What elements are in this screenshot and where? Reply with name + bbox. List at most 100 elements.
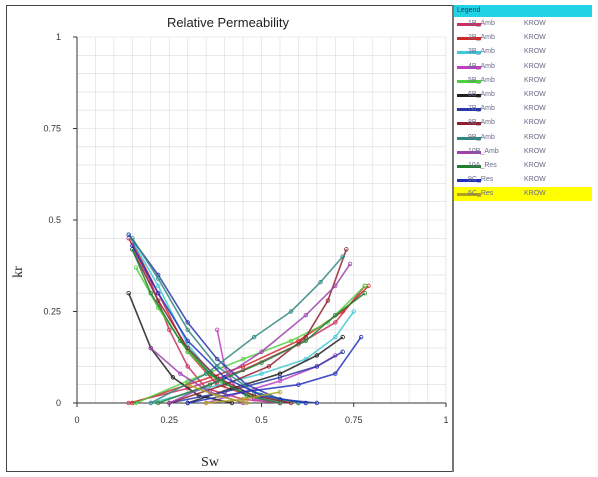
data-point [314,400,320,406]
legend-item[interactable]: 9C_Res KROW [454,173,592,187]
data-point [170,375,176,380]
series-line-9C_Res-krow [131,245,306,404]
data-point [148,400,153,406]
data-point [207,382,213,387]
x-tick-label: 0.75 [345,415,363,425]
series-line-10A_Res-krw [157,292,366,404]
data-point [207,371,213,376]
x-tick-label: 0.5 [255,415,268,425]
data-point [259,371,264,376]
legend-item[interactable]: 10B_Amb KROW [454,145,592,159]
data-point [133,400,139,406]
legend-label: 2B_Amb [468,34,495,42]
data-point [244,393,249,398]
data-point [178,371,183,376]
data-point [351,309,356,314]
data-point [130,243,135,248]
data-point [155,283,161,289]
data-point [277,389,283,395]
legend-suffix: KROW [524,190,546,198]
data-point [222,389,227,395]
legend-item[interactable]: 7B_Amb KROW [454,102,592,116]
legend-list: 1B_Amb KROW 2B_Amb KROW 3B_Amb KROW 4B_Amb KROW… [454,17,592,202]
legend-label: 3B_Amb [468,48,495,56]
legend-item[interactable]: 2B_Amb KROW [454,31,592,45]
legend-swatch [457,65,481,69]
legend-item[interactable]: 1B_Amb KROW [454,17,592,31]
data-point [303,312,308,318]
series-line-6C_Res-krw [206,391,281,404]
data-point [240,389,246,395]
legend-label: 5B_Amb [468,76,495,84]
legend-suffix: KROW [524,147,546,155]
data-point [215,356,220,362]
series-line-8B_Amb-krw [169,249,348,404]
data-point [185,338,190,343]
legend-swatch [457,150,481,154]
legend-suffix: KROW [524,161,546,169]
data-point [148,345,153,351]
x-tick-label: 1 [443,415,448,425]
legend-suffix: KROW [524,20,546,27]
data-point [155,276,161,281]
data-point [333,312,338,318]
legend-header: Legend [454,5,592,17]
data-point [222,375,227,380]
legend-item[interactable]: 3B_Amb KROW [454,45,592,59]
legend-item[interactable]: 10A_Res KROW [454,159,592,173]
legend-item[interactable]: 5B_Amb KROW [454,74,592,88]
chart-title: Relative Permeability [167,15,290,30]
legend-suffix: KROW [524,119,546,127]
data-point [362,283,368,289]
data-point [277,400,283,406]
data-point [185,382,190,387]
legend-item[interactable]: 6C_Res KROW [454,187,592,202]
legend-label: 7B_Amb [468,105,495,113]
legend-label: 8B_Amb [468,119,495,127]
data-point [251,334,257,340]
data-point [296,382,301,387]
data-point [215,393,220,398]
data-point [215,327,220,332]
legend-item[interactable]: 8B_Amb KROW [454,116,592,130]
data-point [185,320,190,325]
data-point [362,291,368,296]
legend-suffix: KROW [524,90,546,98]
legend-label: 1B_Amb [468,20,495,27]
series-line-9C_Res-krw [187,336,362,404]
data-point [314,364,320,369]
data-point [148,291,153,296]
legend-suffix: KROW [524,76,546,84]
data-point [167,327,172,332]
legend-suffix: KROW [524,62,546,70]
data-point [155,298,161,303]
data-point [333,334,338,340]
data-point [318,280,323,285]
data-point [288,309,294,314]
legend-label: 9C_Res [468,176,494,184]
legend-item[interactable]: 6B_Amb KROW [454,88,592,102]
y-tick-label: 0 [56,398,61,408]
chart-plot: 0 0.25 0.5 0.75 1 0 0.25 0.5 0.75 1 Relative Perme… [11,15,449,470]
data-point [244,400,249,406]
data-point [277,375,283,380]
legend-swatch [457,37,481,41]
data-point [340,349,345,354]
data-point [303,400,308,406]
y-tick-label: 0.75 [43,124,61,134]
legend-swatch [457,79,481,83]
legend-label: 10A_Res [468,161,497,169]
legend-item[interactable]: 9B_Amb KROW [454,131,592,145]
data-point [288,338,294,343]
data-point [126,232,131,237]
legend-swatch [457,108,481,112]
data-point [203,400,209,406]
legend-item[interactable]: 4B_Amb KROW [454,60,592,74]
legend-suffix: KROW [524,105,546,113]
legend-swatch [457,51,481,55]
legend-label: 6C_Res [468,190,494,198]
data-point [333,283,338,289]
data-point [155,291,161,296]
legend-swatch [457,122,481,126]
legend-swatch [457,193,481,197]
